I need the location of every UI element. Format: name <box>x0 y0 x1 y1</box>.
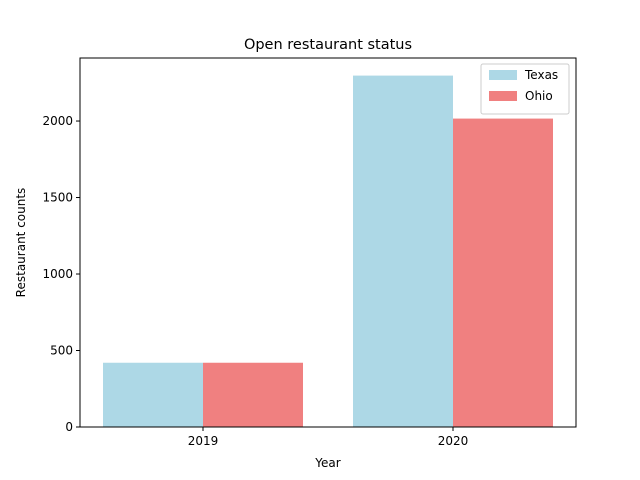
y-axis: 0 500 1000 1500 2000 <box>42 114 80 434</box>
legend-swatch-ohio <box>489 91 517 101</box>
y-tick-label: 2000 <box>42 114 73 128</box>
y-tick-label: 500 <box>50 344 73 358</box>
y-tick-label: 1000 <box>42 267 73 281</box>
chart-title: Open restaurant status <box>244 37 412 53</box>
plot-frame <box>79 57 577 428</box>
bar-ohio-2019 <box>203 362 303 427</box>
x-axis: 2019 2020 <box>188 427 469 448</box>
x-axis-label: Year <box>314 456 340 470</box>
legend-swatch-texas <box>489 70 517 80</box>
legend: Texas Ohio <box>480 63 570 115</box>
legend-label-texas: Texas <box>524 68 558 82</box>
y-tick-label: 1500 <box>42 191 73 205</box>
bar-texas-2019 <box>103 362 203 427</box>
x-tick-label: 2020 <box>438 434 469 448</box>
bar-ohio-2020 <box>453 118 553 427</box>
legend-label-ohio: Ohio <box>525 89 553 103</box>
y-tick-label: 0 <box>65 420 73 434</box>
bars-group <box>103 75 553 427</box>
x-tick-label: 2019 <box>188 434 219 448</box>
y-axis-label: Restaurant counts <box>14 188 28 298</box>
bar-texas-2020 <box>353 75 453 427</box>
